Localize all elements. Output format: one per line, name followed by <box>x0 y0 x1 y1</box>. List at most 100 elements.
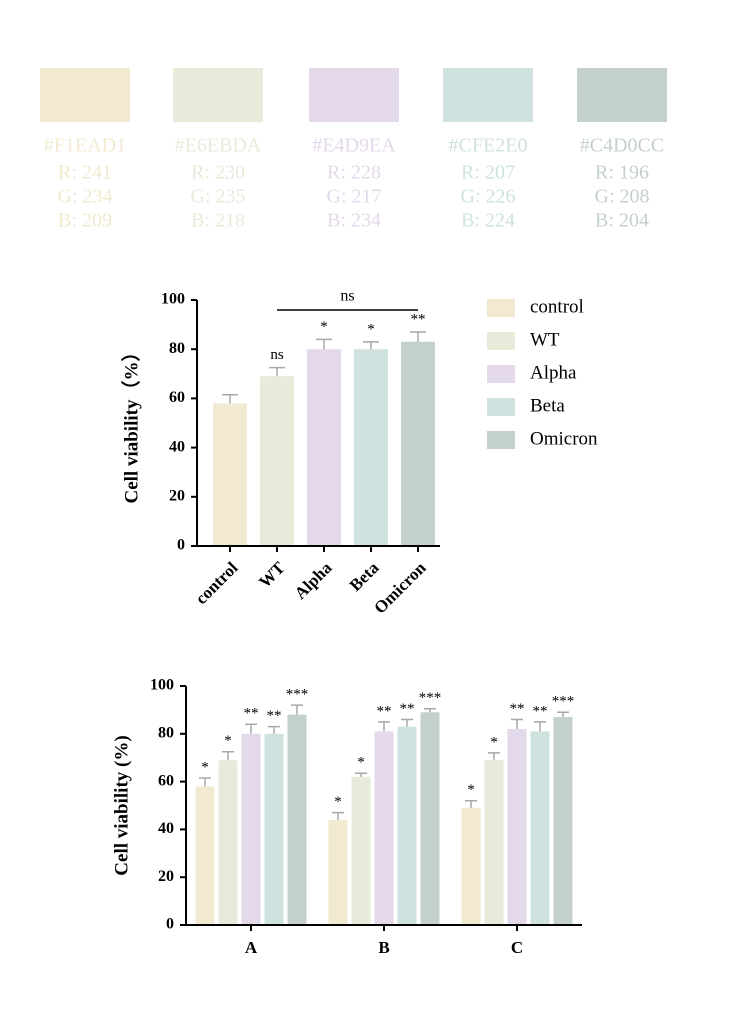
error-bar <box>488 752 500 761</box>
error-bar <box>465 799 477 808</box>
bar <box>328 819 348 925</box>
error-bar <box>316 338 332 350</box>
legend-swatch <box>487 332 515 350</box>
bar <box>287 714 307 925</box>
bar <box>264 733 284 925</box>
significance: ns <box>270 347 284 363</box>
x-tick-label: A <box>245 938 258 957</box>
y-tick-label: 40 <box>169 438 185 455</box>
legend-label: WT <box>530 329 560 350</box>
hex-label: #E6EBDA <box>175 135 262 157</box>
legend-swatch <box>487 299 515 317</box>
significance: * <box>357 755 365 771</box>
g-label: G: 234 <box>58 186 113 208</box>
bar <box>530 731 550 925</box>
hex-label: #E4D9EA <box>312 135 396 157</box>
legend-swatch <box>487 398 515 416</box>
error-bar <box>355 772 367 777</box>
b-label: B: 218 <box>191 210 245 232</box>
b-label: B: 224 <box>461 210 515 232</box>
bar <box>260 376 294 546</box>
significance: ** <box>244 706 259 722</box>
r-label: R: 196 <box>595 162 649 184</box>
y-tick-label: 80 <box>158 724 174 741</box>
bar <box>374 731 394 925</box>
y-tick-label: 20 <box>158 868 174 885</box>
error-bar <box>245 723 257 734</box>
r-label: R: 230 <box>191 162 245 184</box>
b-label: B: 209 <box>58 210 112 232</box>
error-bar <box>222 750 234 761</box>
y-tick-label: 40 <box>158 820 174 837</box>
significance: ** <box>267 708 282 724</box>
significance: * <box>201 759 209 775</box>
significance: *** <box>419 690 442 706</box>
legend-label: Beta <box>530 395 565 416</box>
error-bar <box>424 707 436 713</box>
color-swatch <box>173 68 263 122</box>
error-bar <box>291 704 303 715</box>
bar <box>507 729 527 925</box>
error-bar <box>557 711 569 718</box>
color-swatch <box>40 68 130 122</box>
x-tick-label: control <box>192 558 242 608</box>
y-tick-label: 60 <box>169 389 185 406</box>
bar <box>553 717 573 925</box>
bar <box>195 786 215 925</box>
hex-label: #C4D0CC <box>580 135 664 157</box>
bar <box>241 733 261 925</box>
significance: ** <box>533 703 548 719</box>
color-swatch <box>443 68 533 122</box>
legend-label: Alpha <box>530 362 577 383</box>
y-axis-label: Cell viability（%） <box>119 343 142 504</box>
g-label: G: 208 <box>595 186 650 208</box>
legend-label: Omicron <box>530 428 598 449</box>
error-bar <box>199 777 211 787</box>
bar <box>484 760 504 925</box>
y-tick-label: 60 <box>158 772 174 789</box>
significance: ** <box>400 701 415 717</box>
bracket-label: ns <box>340 288 354 305</box>
bar <box>351 776 371 925</box>
error-bar <box>534 721 546 732</box>
y-tick-label: 80 <box>169 340 185 357</box>
y-tick-label: 0 <box>166 916 174 933</box>
error-bar <box>401 718 413 727</box>
significance: * <box>320 319 328 335</box>
bar <box>307 349 341 546</box>
legend-label: control <box>530 296 584 317</box>
x-tick-label: Omicron <box>370 558 430 618</box>
error-bar <box>410 331 426 342</box>
color-swatch <box>577 68 667 122</box>
error-bar <box>378 721 390 732</box>
significance: * <box>334 794 342 810</box>
significance: * <box>367 321 375 337</box>
x-tick-label: B <box>378 938 389 957</box>
significance: * <box>467 782 475 798</box>
g-label: G: 217 <box>327 186 382 208</box>
g-label: G: 235 <box>191 186 246 208</box>
x-tick-label: Alpha <box>291 558 336 603</box>
significance: *** <box>286 687 309 703</box>
error-bar <box>332 811 344 820</box>
error-bar <box>269 366 285 377</box>
bar <box>401 341 435 546</box>
r-label: R: 207 <box>461 162 515 184</box>
y-tick-label: 20 <box>169 487 185 504</box>
b-label: B: 204 <box>595 210 649 232</box>
legend-swatch <box>487 365 515 383</box>
significance: * <box>224 733 232 749</box>
bar <box>354 349 388 546</box>
hex-label: #F1EAD1 <box>44 135 126 157</box>
bar <box>461 807 481 925</box>
x-tick-label: WT <box>255 558 289 592</box>
x-tick-label: C <box>511 938 523 957</box>
r-label: R: 241 <box>58 162 112 184</box>
bar <box>420 712 440 925</box>
y-tick-label: 100 <box>161 291 185 308</box>
error-bar <box>268 725 280 734</box>
x-tick-label: Beta <box>346 558 383 595</box>
hex-label: #CFE2E0 <box>449 135 528 157</box>
error-bar <box>222 393 238 404</box>
